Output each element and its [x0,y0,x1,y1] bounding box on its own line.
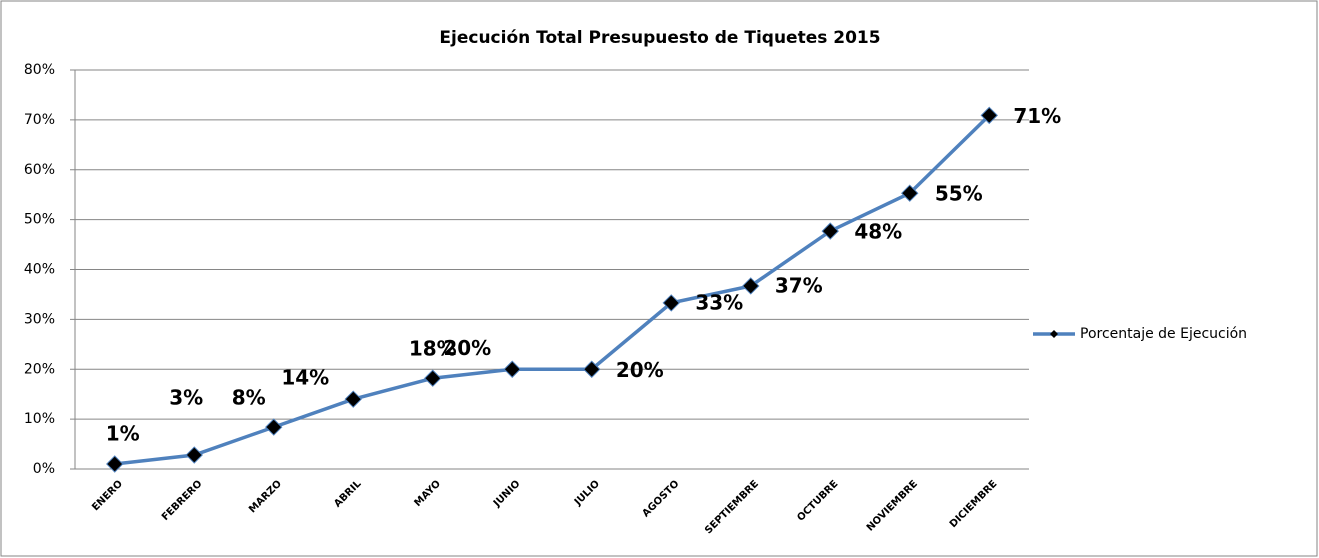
marker [265,418,283,436]
legend-label: Porcentaje de Ejecución [1080,326,1247,342]
data-label: 20% [443,336,491,360]
marker [106,455,124,473]
y-tick-label: 0% [33,461,55,477]
legend-marker [1050,330,1058,338]
y-tick-label: 40% [24,262,55,278]
marker [503,360,521,378]
data-label: 71% [1013,104,1061,128]
y-tick-label: 20% [24,361,55,377]
y-tick-label: 80% [24,62,55,78]
data-label: 1% [106,422,140,446]
y-tick-label: 10% [24,411,55,427]
marker [742,277,760,295]
data-label: 14% [281,366,329,390]
y-tick-label: 30% [24,311,55,327]
data-label: 8% [232,386,266,410]
marker [185,446,203,464]
chart-title: Ejecución Total Presupuesto de Tiquetes … [439,28,880,48]
data-label: 3% [169,386,203,410]
data-label: 20% [616,358,664,382]
marker [583,360,601,378]
data-label: 48% [854,220,902,244]
marker [424,369,442,387]
marker [662,294,680,312]
y-tick-label: 60% [24,162,55,178]
marker [821,222,839,240]
data-label: 55% [935,182,983,206]
data-label: 33% [695,290,743,314]
data-label: 18% [409,337,457,361]
marker [980,106,998,125]
data-label: 37% [775,273,823,297]
marker [901,184,919,202]
y-tick-label: 50% [24,212,55,228]
marker [344,390,362,408]
series-line [114,114,991,466]
y-tick-label: 70% [24,112,55,128]
